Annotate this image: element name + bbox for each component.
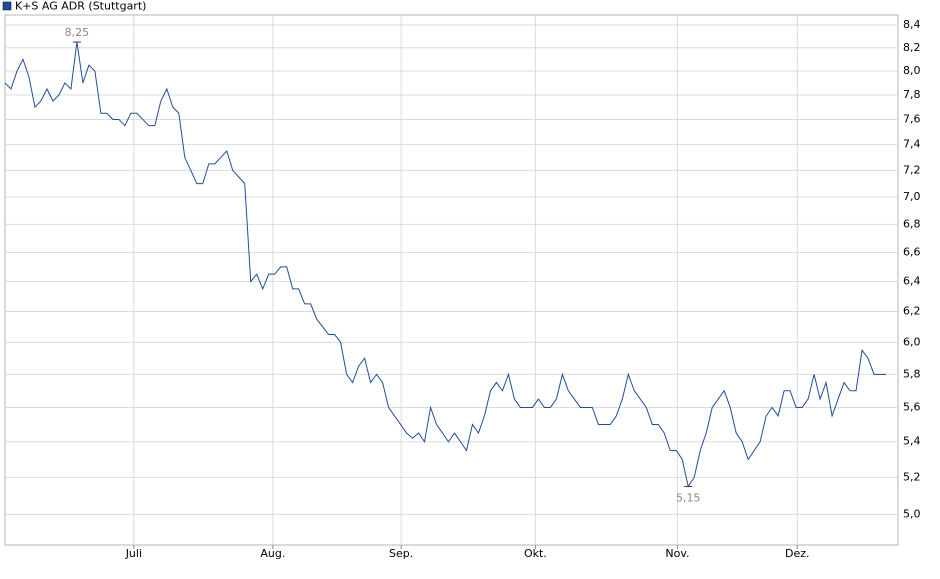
y-tick-label: 7,6 — [903, 112, 921, 125]
y-tick-label: 5,8 — [903, 367, 921, 380]
y-tick-label: 6,0 — [903, 335, 921, 348]
price-line — [4, 41, 887, 488]
legend-swatch — [2, 1, 12, 11]
y-tick-label: 5,4 — [903, 435, 921, 448]
annotation-label: 5,15 — [676, 491, 701, 504]
y-tick-label: 5,2 — [903, 470, 921, 483]
y-tick-label: 8,0 — [903, 64, 921, 77]
y-tick-label: 6,4 — [903, 275, 921, 288]
y-tick-label: 7,0 — [903, 190, 921, 203]
y-tick-label: 8,4 — [903, 18, 921, 31]
annotation-label: 8,25 — [65, 26, 90, 39]
x-tick-label: Juli — [125, 547, 142, 560]
legend-label: K+S AG ADR (Stuttgart) — [15, 0, 146, 13]
x-tick-label: Nov. — [665, 547, 689, 560]
y-tick-label: 5,6 — [903, 400, 921, 413]
x-tick-label: Dez. — [785, 547, 810, 560]
y-tick-label: 8,2 — [903, 41, 921, 54]
y-tick-label: 6,2 — [903, 304, 921, 317]
x-tick-label: Aug. — [260, 547, 285, 560]
y-tick-label: 6,8 — [903, 217, 921, 230]
y-tick-label: 7,4 — [903, 138, 921, 151]
y-tick-label: 7,8 — [903, 88, 921, 101]
plot-area — [4, 14, 899, 546]
x-tick-label: Sep. — [389, 547, 413, 560]
grid — [5, 15, 898, 545]
y-tick-label: 6,6 — [903, 245, 921, 258]
marks — [4, 41, 887, 488]
y-tick-label: 5,0 — [903, 507, 921, 520]
y-tick-label: 7,2 — [903, 163, 921, 176]
x-tick-label: Okt. — [524, 547, 547, 560]
